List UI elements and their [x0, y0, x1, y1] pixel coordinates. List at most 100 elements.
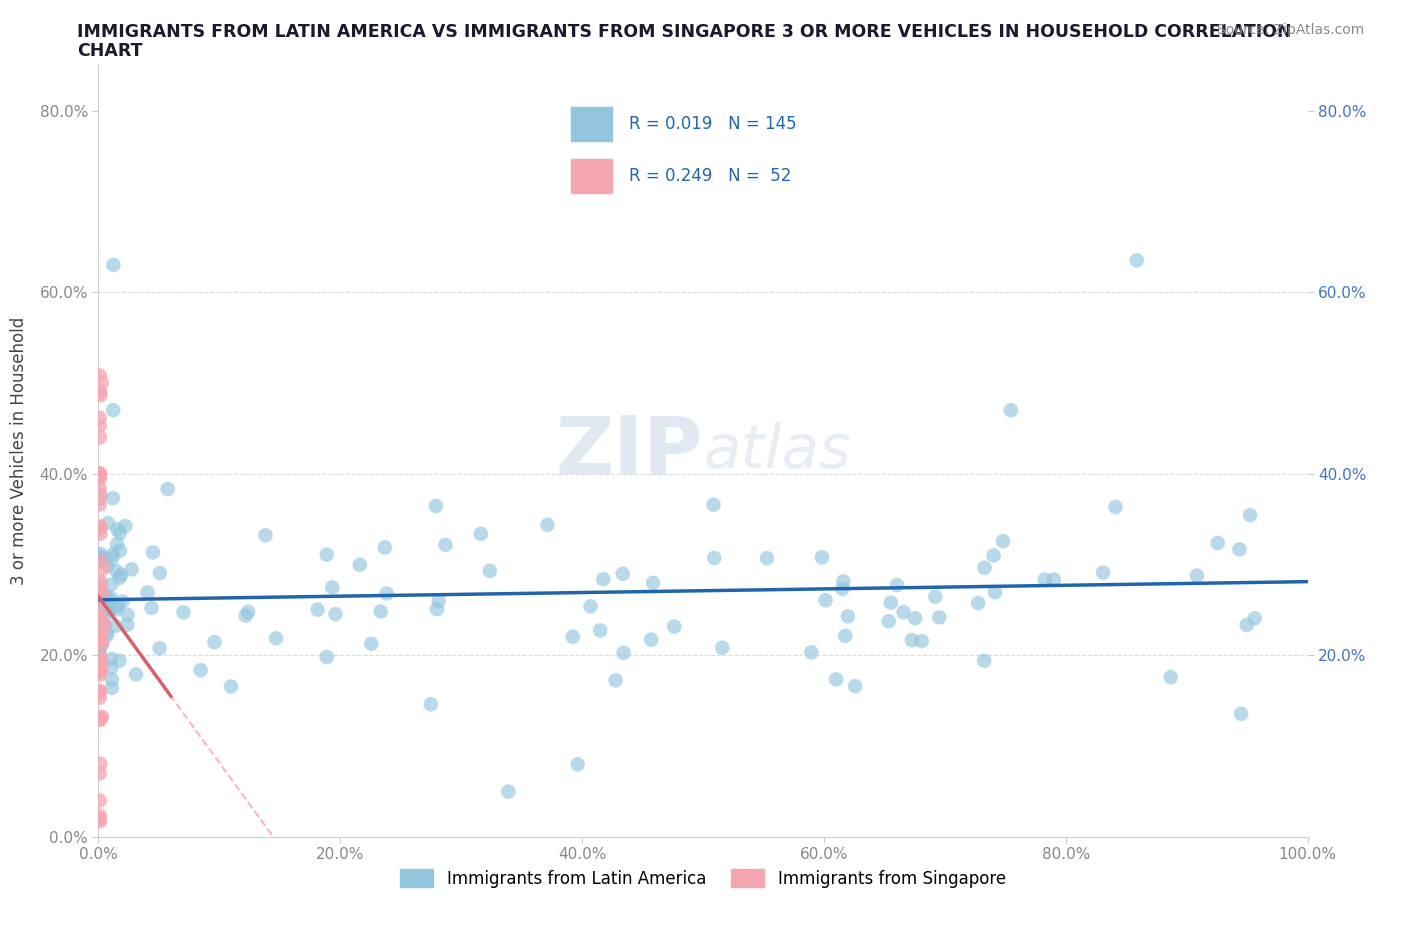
Point [235, 608, 257, 623]
Point [1230, 707, 1253, 722]
Point [1243, 611, 1265, 626]
Point [101, 551, 124, 565]
Point [108, 525, 131, 540]
Point [91, 550, 114, 565]
Point [419, 697, 441, 711]
Point [91, 587, 114, 602]
Point [90, 601, 112, 616]
Point [89, 471, 111, 485]
Point [101, 547, 124, 562]
Point [91, 636, 114, 651]
Point [89, 647, 111, 662]
Point [478, 564, 501, 578]
Point [427, 593, 450, 608]
Point [264, 631, 287, 645]
Point [307, 603, 329, 618]
Point [605, 673, 627, 688]
Point [349, 557, 371, 572]
Point [90, 638, 112, 653]
Point [89, 756, 111, 771]
Point [89, 579, 111, 594]
Point [370, 604, 392, 618]
Point [204, 634, 226, 649]
Point [825, 671, 848, 686]
Point [108, 543, 131, 558]
Point [374, 540, 396, 555]
Point [967, 595, 990, 610]
Point [325, 606, 347, 621]
Point [426, 602, 449, 617]
Point [107, 599, 129, 614]
Point [1043, 572, 1066, 587]
Point [105, 522, 128, 537]
Point [89, 651, 111, 666]
Point [928, 610, 950, 625]
Point [96, 628, 118, 643]
Point [434, 538, 457, 552]
Point [172, 605, 194, 620]
Point [904, 611, 927, 626]
Point [89, 632, 111, 647]
Point [101, 672, 124, 687]
Point [91, 619, 114, 634]
Point [711, 640, 734, 655]
Point [1126, 253, 1149, 268]
Point [900, 632, 922, 647]
Point [1000, 403, 1022, 418]
Point [664, 619, 686, 634]
Point [321, 580, 343, 595]
Point [149, 641, 172, 656]
Point [470, 526, 492, 541]
Legend: Immigrants from Latin America, Immigrants from Singapore: Immigrants from Latin America, Immigrant… [394, 863, 1012, 895]
Point [93, 604, 115, 618]
Point [1239, 508, 1261, 523]
Point [1160, 670, 1182, 684]
Point [832, 574, 855, 589]
Point [90, 554, 112, 569]
Point [1092, 565, 1115, 580]
Point [96, 625, 118, 640]
Point [536, 517, 558, 532]
Point [1033, 572, 1056, 587]
Point [110, 567, 132, 582]
Point [360, 636, 382, 651]
Point [315, 547, 337, 562]
Point [89, 684, 111, 699]
Point [924, 590, 946, 604]
Point [96, 558, 118, 573]
Point [89, 574, 111, 589]
Point [89, 814, 111, 829]
Point [89, 667, 111, 682]
Point [89, 665, 111, 680]
Point [89, 521, 111, 536]
Point [1229, 542, 1251, 557]
Point [89, 498, 111, 512]
Point [89, 368, 111, 383]
Point [89, 418, 111, 433]
Point [991, 534, 1014, 549]
Point [97, 516, 120, 531]
Point [219, 679, 242, 694]
Point [89, 712, 111, 727]
Point [89, 644, 111, 658]
Point [108, 570, 131, 585]
Point [877, 614, 900, 629]
Point [87, 618, 110, 632]
Point [973, 653, 995, 668]
Point [1104, 499, 1126, 514]
Point [834, 629, 856, 644]
Point [91, 591, 114, 606]
Point [136, 585, 159, 600]
Point [425, 498, 447, 513]
Point [811, 550, 834, 565]
Y-axis label: 3 or more Vehicles in Household: 3 or more Vehicles in Household [10, 317, 28, 585]
Point [89, 430, 111, 445]
Point [90, 526, 112, 541]
Point [114, 519, 136, 534]
Point [90, 577, 112, 591]
Text: IMMIGRANTS FROM LATIN AMERICA VS IMMIGRANTS FROM SINGAPORE 3 OR MORE VEHICLES IN: IMMIGRANTS FROM LATIN AMERICA VS IMMIGRA… [77, 23, 1292, 41]
Point [90, 630, 112, 644]
Point [91, 554, 114, 569]
Point [589, 623, 612, 638]
Point [89, 388, 111, 403]
